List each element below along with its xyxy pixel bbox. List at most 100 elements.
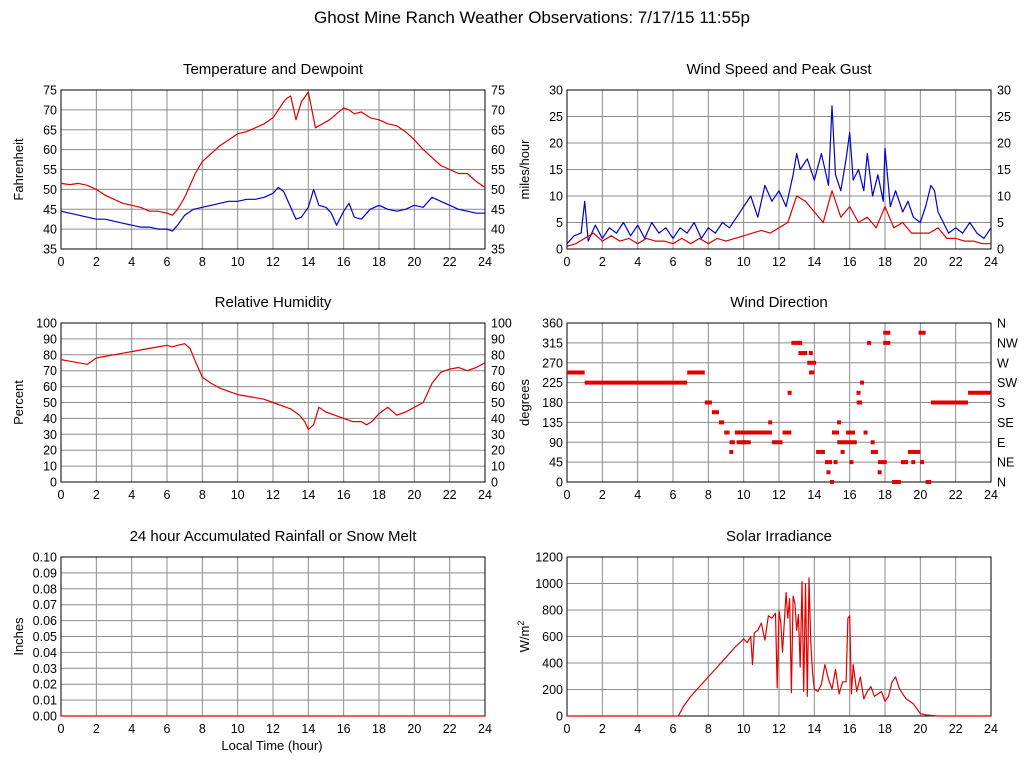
wind-xtick-label: 16 [843, 255, 857, 269]
rain-xtick-label: 16 [337, 722, 351, 736]
wind-xtick-label: 22 [949, 255, 963, 269]
wind-plot-frame [566, 89, 992, 250]
rain-xtick-label: 4 [128, 722, 135, 736]
rain-xtick-label: 22 [443, 722, 457, 736]
dir-right-ytick-label: NE [997, 456, 1014, 470]
rh-xtick-label: 4 [128, 488, 135, 502]
rh-right-ytick-label: 70 [491, 364, 505, 378]
solar-plot-frame [566, 556, 992, 717]
rain-ytick-label: 0.06 [33, 614, 57, 628]
wind-xtick-label: 6 [670, 255, 677, 269]
solar-ytick-label: 0 [556, 710, 563, 724]
solar-xtick-label: 12 [772, 722, 786, 736]
temp-ytick-label: 40 [43, 223, 57, 237]
dir-direction-point [920, 460, 925, 465]
temp-xtick-label: 18 [372, 255, 386, 269]
dir-ytick-label: 45 [549, 456, 563, 470]
temp-right-ytick-label: 75 [491, 84, 505, 98]
dir-direction-point [808, 351, 813, 356]
temp-ytick-label: 55 [43, 163, 57, 177]
rh-xtick-label: 2 [93, 488, 100, 502]
temp-right-ytick-label: 40 [491, 223, 505, 237]
dir-right-ytick-label: N [997, 476, 1006, 490]
rh-ytick-label: 10 [43, 460, 57, 474]
rh-xtick-label: 14 [301, 488, 315, 502]
dir-right-ytick-label: W [997, 356, 1009, 370]
solar-ytick-label: 200 [542, 683, 563, 697]
rain-ytick-label: 0.08 [33, 582, 57, 596]
wind-xtick-label: 0 [564, 255, 571, 269]
temp-ytick-label: 60 [43, 143, 57, 157]
wind-xtick-label: 20 [913, 255, 927, 269]
temp-ytick-label: 65 [43, 123, 57, 137]
solar-xtick-label: 20 [913, 722, 927, 736]
rh-xtick-label: 10 [231, 488, 245, 502]
temp-xtick-label: 10 [231, 255, 245, 269]
rh-right-ytick-label: 10 [491, 460, 505, 474]
temp-xtick-label: 22 [443, 255, 457, 269]
dir-right-ytick-label: SW [997, 376, 1017, 390]
rh-right-ytick-label: 0 [491, 476, 498, 490]
temp-ytick-label: 75 [43, 84, 57, 98]
solar-title: Solar Irradiance [726, 528, 832, 545]
temp-series-blue-line [60, 186, 485, 232]
rain-xtick-label: 20 [407, 722, 421, 736]
dir-direction-point [849, 460, 854, 465]
temp-xtick-label: 8 [199, 255, 206, 269]
solar-xtick-label: 6 [670, 722, 677, 736]
temp-ylabel: Fahrenheit [11, 138, 26, 201]
wind-ytick-label: 25 [549, 110, 563, 124]
rain-xtick-label: 24 [478, 722, 492, 736]
dir-xtick-label: 10 [737, 488, 751, 502]
dir-direction-point [927, 480, 932, 484]
rain-xtick-label: 8 [199, 722, 206, 736]
wind-ytick-label: 10 [549, 190, 563, 204]
rh-xtick-label: 12 [266, 488, 280, 502]
rain-ytick-label: 0.03 [33, 662, 57, 676]
wind-xtick-label: 8 [705, 255, 712, 269]
dir-ylabel: degrees [517, 379, 532, 426]
solar-ylabel: W/m2 [516, 621, 532, 653]
rain-ytick-label: 0.00 [33, 710, 57, 724]
dir-right-ytick-label: SE [997, 416, 1014, 430]
dir-right-ytick-label: E [997, 436, 1005, 450]
rh-xtick-label: 18 [372, 488, 386, 502]
rh-title: Relative Humidity [215, 294, 332, 311]
rh-right-ytick-label: 80 [491, 348, 505, 362]
wind-series-red-line [566, 190, 991, 247]
dir-direction-point [741, 440, 746, 445]
temp-title: Temperature and Dewpoint [183, 61, 364, 78]
dir-xtick-label: 8 [705, 488, 712, 502]
solar-series-red-line [567, 577, 991, 717]
rain-ytick-label: 0.02 [33, 678, 57, 692]
dir-direction-point [840, 449, 845, 454]
rh-right-ytick-label: 100 [491, 317, 512, 331]
rain-xtick-label: 10 [231, 722, 245, 736]
temp-xtick-label: 2 [93, 255, 100, 269]
rh-right-ytick-label: 40 [491, 412, 505, 426]
dir-xtick-label: 0 [564, 488, 571, 502]
rh-series-red-line [60, 343, 486, 431]
rh-ytick-label: 50 [43, 396, 57, 410]
dir-ytick-label: 135 [542, 416, 563, 430]
temp-right-ytick-label: 55 [491, 163, 505, 177]
temp-series-red-line [60, 91, 486, 216]
rain-xtick-label: 12 [266, 722, 280, 736]
dir-xtick-label: 6 [670, 488, 677, 502]
wind-title: Wind Speed and Peak Gust [686, 61, 872, 78]
rain-ytick-label: 0.07 [33, 598, 57, 612]
dir-xtick-label: 20 [913, 488, 927, 502]
temp-xtick-label: 12 [266, 255, 280, 269]
temp-xtick-label: 20 [407, 255, 421, 269]
rh-xtick-label: 6 [164, 488, 171, 502]
dir-ytick-label: 270 [542, 356, 563, 370]
dir-plot-frame [566, 322, 992, 483]
solar-xtick-label: 10 [737, 722, 751, 736]
wind-xtick-label: 12 [772, 255, 786, 269]
dir-direction-point [837, 420, 842, 425]
dir-direction-point [902, 460, 907, 465]
rh-xtick-label: 16 [337, 488, 351, 502]
